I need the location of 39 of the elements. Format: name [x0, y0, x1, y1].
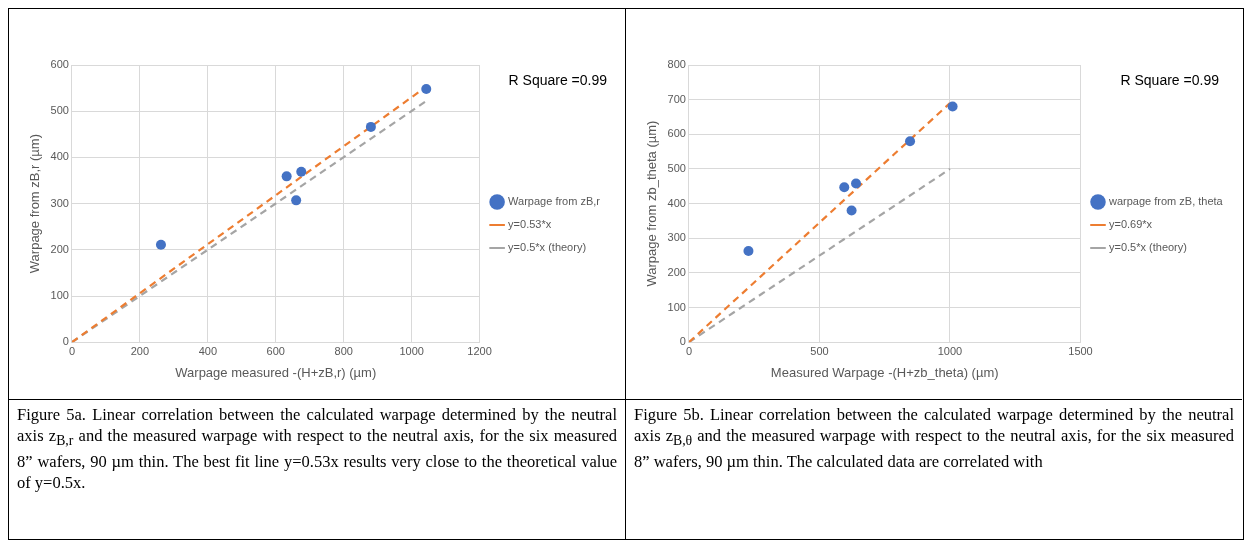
y-tick-label: 500	[667, 161, 686, 174]
x-tick-label: 1200	[467, 344, 492, 357]
legend-label: y=0.53*x	[508, 218, 552, 231]
y-tick-label: 400	[50, 150, 69, 163]
x-tick-label: 600	[266, 344, 285, 357]
text: R Square =0.99	[508, 72, 608, 88]
x-axis-title: Measured Warpage -(H+zb_theta) (µm)	[770, 364, 999, 380]
y-tick-label: 100	[667, 300, 686, 313]
text: R Square =0.99	[1120, 72, 1220, 88]
y-tick-label: 500	[50, 104, 69, 117]
x-tick-label: 400	[198, 344, 218, 357]
legend-label: Warpage from zB,r	[508, 195, 601, 208]
y-tick-label: 0	[62, 335, 69, 348]
x-tick-label: 500	[810, 344, 829, 357]
y-axis-title: Warpage from zB,r (µm)	[27, 134, 43, 274]
y-tick-label: 700	[667, 92, 686, 105]
legend-label: y=0.5*x (theory)	[1109, 241, 1187, 254]
x-tick-label: 1000	[399, 344, 424, 357]
y-tick-label: 100	[50, 289, 69, 302]
y-axis-title: Warpage from zb_theta (µm)	[644, 120, 660, 287]
legend-label: y=0.5*x (theory)	[508, 241, 587, 254]
y-tick-label: 300	[667, 231, 686, 244]
x-tick-label: 200	[130, 344, 150, 357]
y-tick-label: 400	[667, 196, 686, 209]
legend-label: warpage from zB, theta	[1108, 195, 1224, 208]
x-tick-label: 1500	[1068, 344, 1093, 357]
y-tick-label: 300	[50, 196, 69, 209]
caption: Figure 5b. Linear correlation between the calculated warpage determined by the neutral axis z$_{B,θ}$ and the measured warpage with respect to the neutral axis, for the six measured 8” wafers, 90 µm thin. The calculated data are correlated with	[633, 404, 1235, 474]
y-tick-label: 600	[667, 127, 686, 140]
x-axis-title: Warpage measured -(H+zB,r) (µm)	[175, 364, 377, 380]
y-tick-label: 800	[667, 58, 686, 71]
x-tick-label: 1000	[937, 344, 963, 357]
y-tick-label: 0	[679, 335, 686, 348]
y-tick-label: 200	[667, 265, 686, 278]
x-tick-label: 800	[334, 344, 353, 357]
y-tick-label: 200	[50, 242, 69, 255]
legend-label: y=0.69*x	[1109, 218, 1153, 231]
caption: Figure 5a. Linear correlation between the calculated warpage determined by the neutral axis z$_{B,r}$ and the measured warpage with respect to the neutral axis, for the six measured 8” wafers, 90 µm thin. The best fit line y=0.53x results very close to the theoretical value of y=0.5x.	[16, 404, 618, 495]
y-tick-label: 600	[50, 58, 69, 71]
